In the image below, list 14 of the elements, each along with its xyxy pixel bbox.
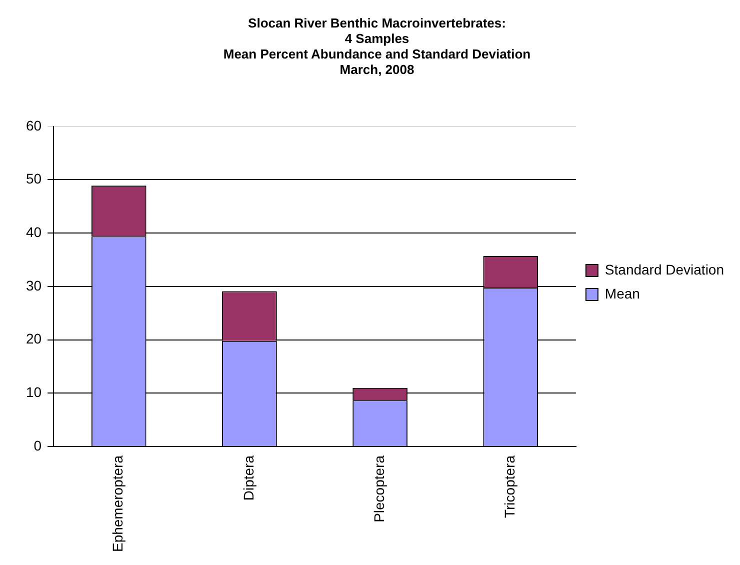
y-tick-label: 50 bbox=[26, 170, 42, 187]
y-tick-label: 20 bbox=[26, 330, 42, 347]
x-tick-label: Plecoptera bbox=[370, 455, 387, 522]
y-tick-label: 10 bbox=[26, 384, 42, 400]
x-tick-label: Ephemeroptera bbox=[110, 455, 126, 552]
x-tick-label: Diptera bbox=[240, 455, 256, 501]
y-tick-label: 0 bbox=[34, 437, 42, 454]
legend-label: Mean bbox=[604, 285, 640, 302]
chart-title: Slocan River Benthic Macroinvertebrates: 4 Samples Mean Percent Abundance and Standard Deviation March, 2008 bbox=[223, 15, 531, 78]
x-tick-label: Tricoptera bbox=[501, 455, 518, 518]
y-tick-label: 60 bbox=[26, 117, 42, 134]
y-tick-label: 40 bbox=[26, 224, 42, 240]
legend-label: Standard Deviation bbox=[604, 261, 724, 278]
y-tick-label: 30 bbox=[26, 277, 42, 294]
